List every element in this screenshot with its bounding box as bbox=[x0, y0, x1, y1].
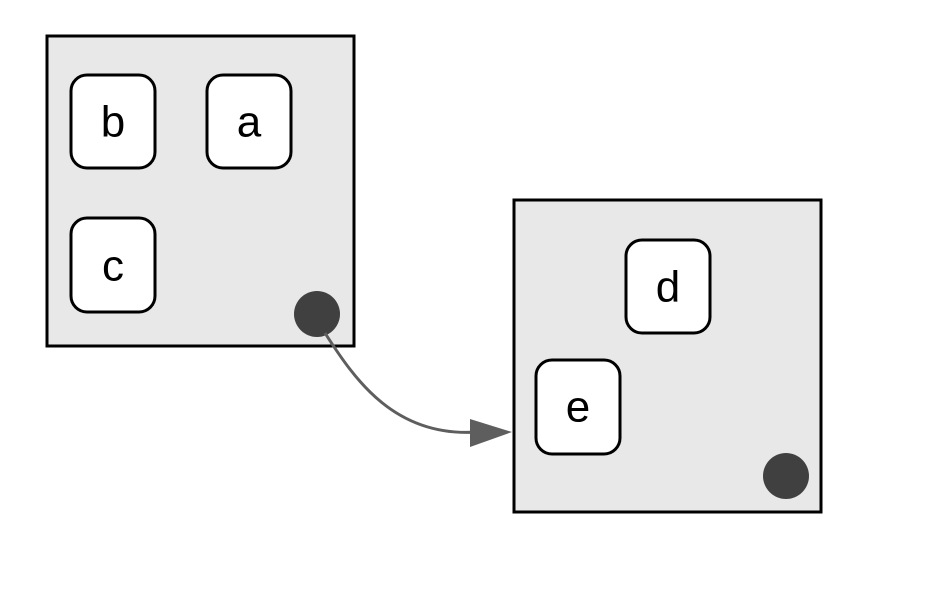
node-b[interactable]: b bbox=[69, 73, 157, 170]
node-d-label: d bbox=[656, 263, 680, 312]
node-a-label: a bbox=[237, 98, 262, 147]
group-right-port[interactable] bbox=[763, 453, 809, 499]
node-e[interactable]: e bbox=[534, 358, 622, 456]
node-c-box bbox=[69, 216, 157, 314]
node-d[interactable]: d bbox=[624, 238, 712, 335]
edge-left-to-right[interactable] bbox=[323, 332, 512, 447]
node-d-box bbox=[624, 238, 712, 335]
arrowhead-icon bbox=[470, 419, 512, 447]
node-a-box bbox=[205, 73, 293, 170]
group-right[interactable]: d e bbox=[512, 198, 823, 514]
group-left-port[interactable] bbox=[294, 291, 340, 337]
node-c[interactable]: c bbox=[69, 216, 157, 314]
node-e-box bbox=[534, 358, 622, 456]
node-e-label: e bbox=[566, 383, 590, 432]
edge-line bbox=[323, 332, 479, 434]
group-left[interactable]: b a c bbox=[45, 34, 356, 348]
node-a[interactable]: a bbox=[205, 73, 293, 170]
node-c-label: c bbox=[102, 242, 124, 291]
node-b-box bbox=[69, 73, 157, 170]
node-b-label: b bbox=[101, 98, 125, 147]
